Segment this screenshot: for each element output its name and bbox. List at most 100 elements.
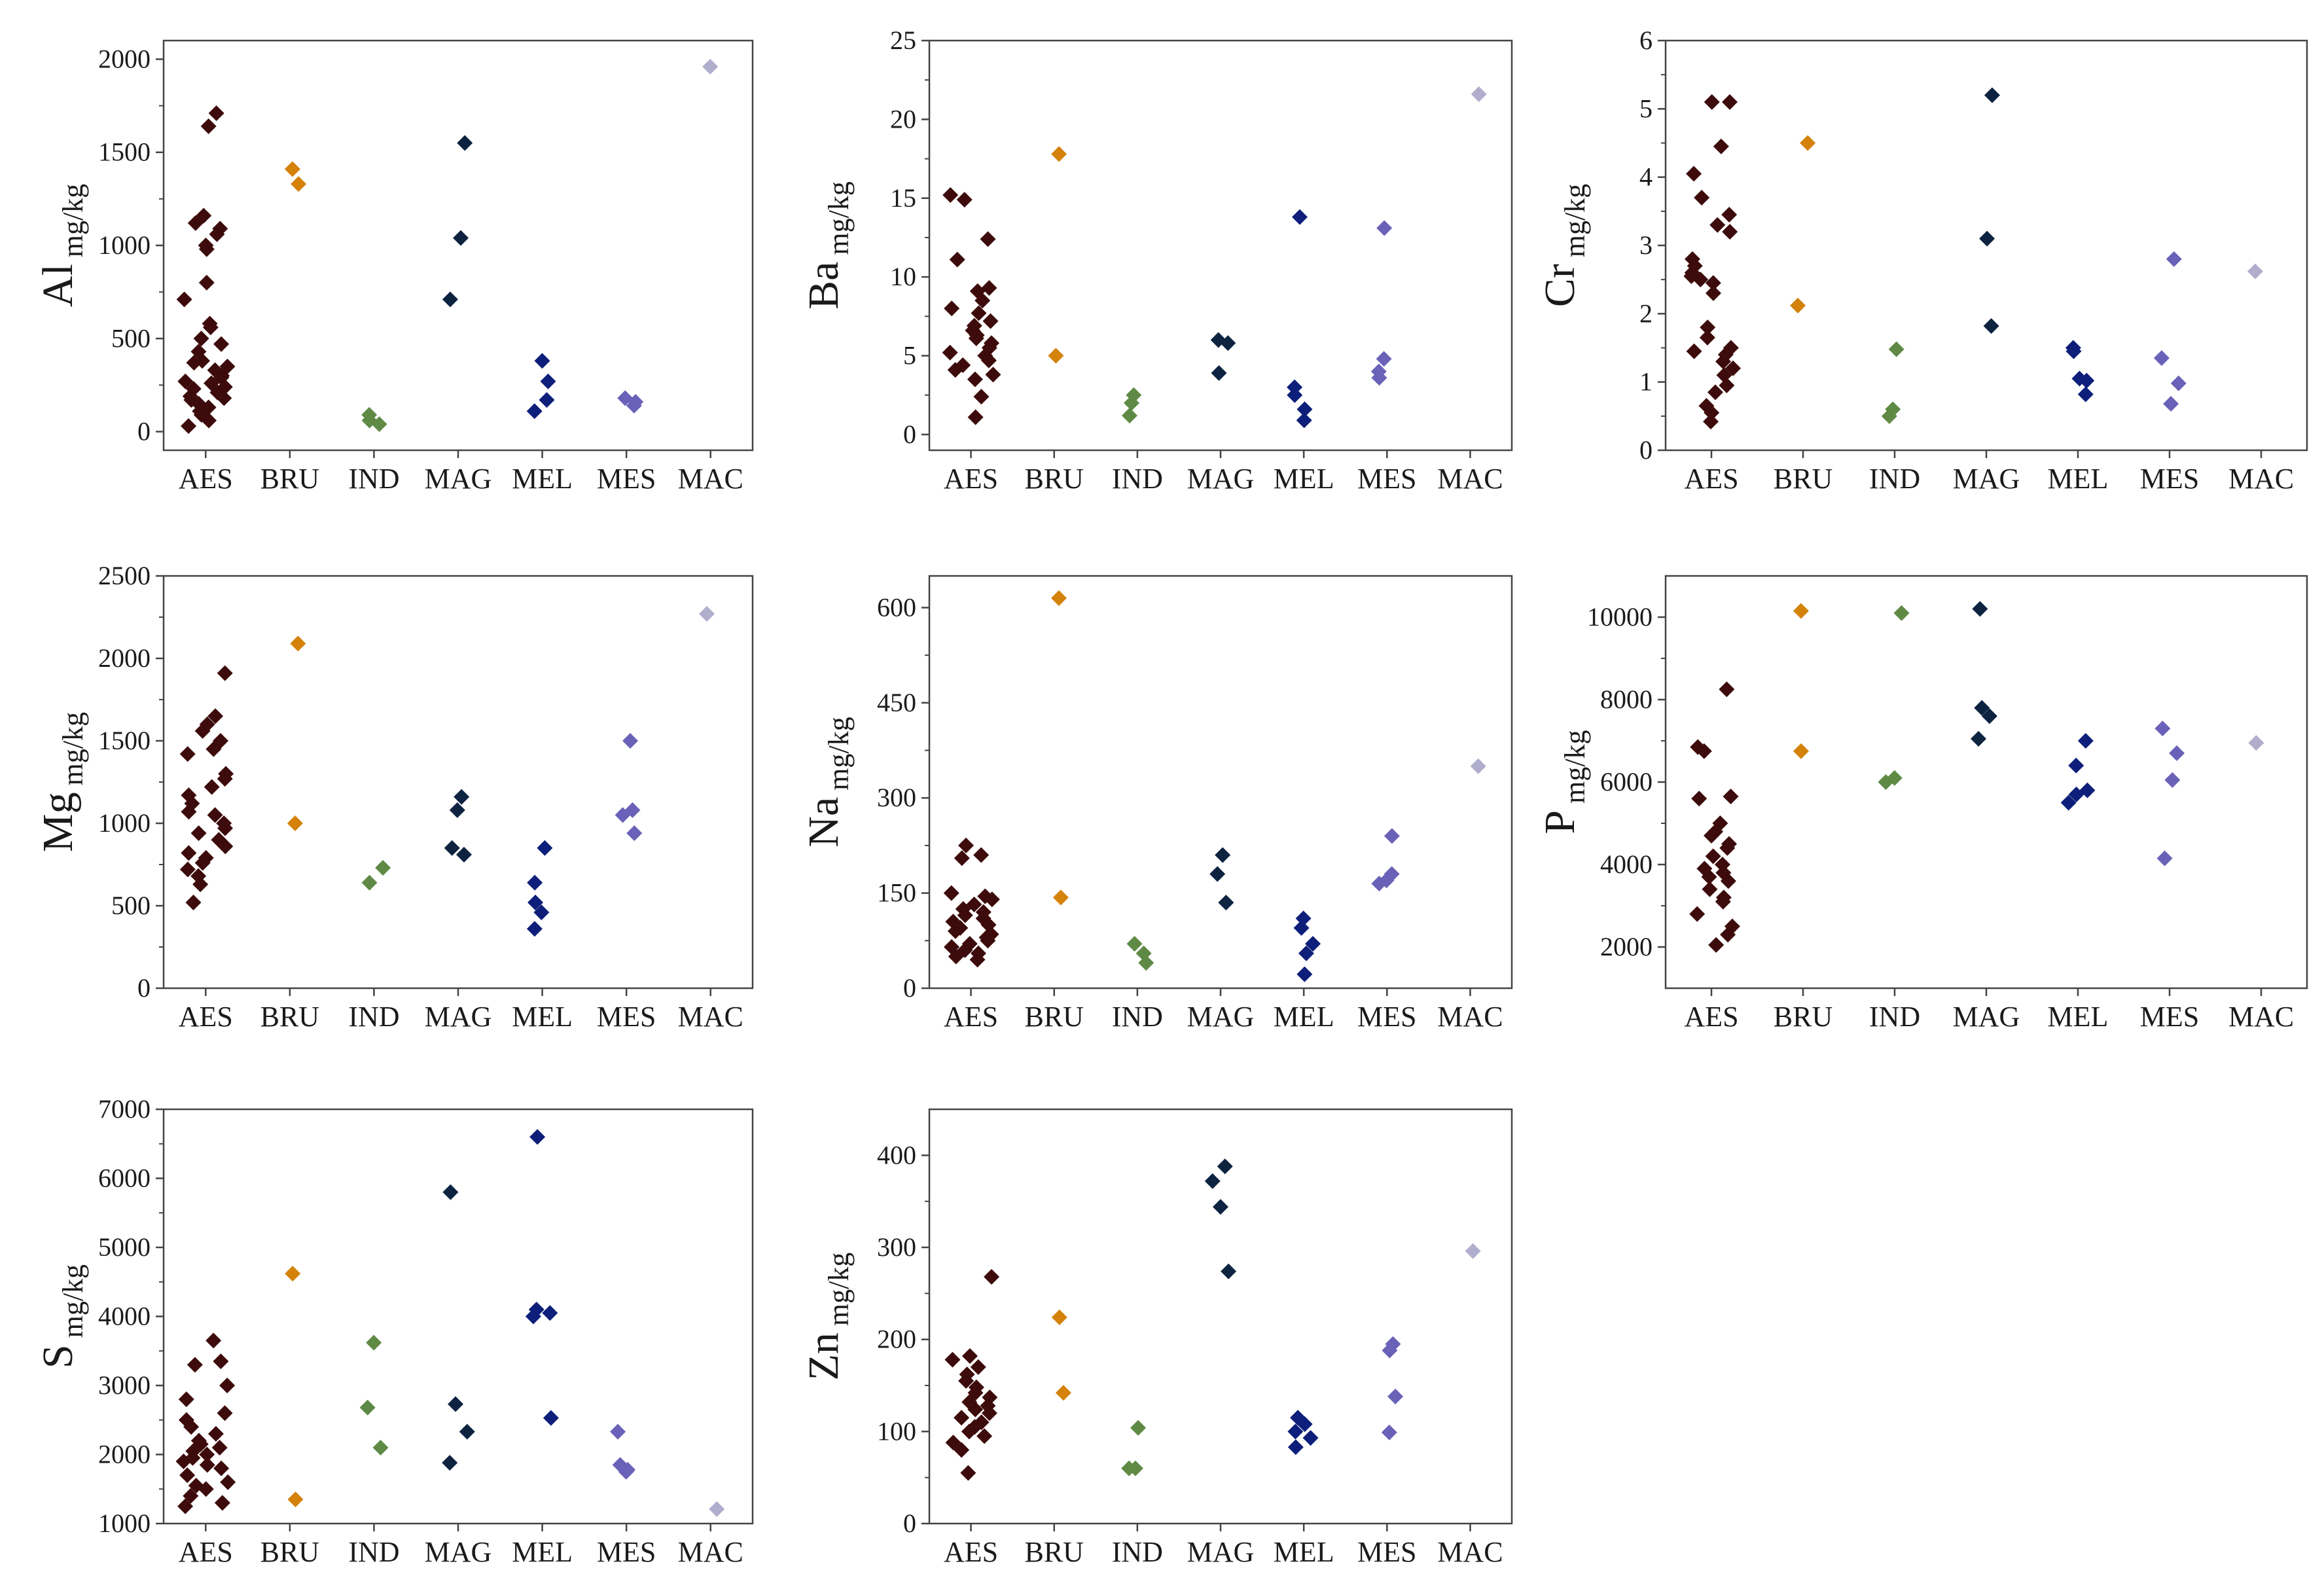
data-point-aes bbox=[179, 746, 196, 762]
data-point-aes bbox=[190, 825, 207, 842]
y-tick-label: 150 bbox=[877, 878, 916, 908]
data-point-aes bbox=[954, 1442, 970, 1458]
y-tick-label: 25 bbox=[890, 26, 916, 55]
data-point-aes bbox=[984, 891, 1000, 908]
y-axis-unit: mg/kg bbox=[823, 1253, 855, 1326]
y-tick-label: 0 bbox=[903, 973, 916, 1003]
data-point-aes bbox=[1720, 873, 1736, 889]
data-point-aes bbox=[187, 215, 204, 231]
data-point-aes bbox=[1704, 827, 1720, 844]
data-point-mel bbox=[2077, 386, 2094, 402]
x-category-label: MEL bbox=[512, 1536, 573, 1568]
y-tick-label: 400 bbox=[877, 1140, 916, 1169]
y-tick-label: 8000 bbox=[1600, 685, 1653, 714]
data-point-aes bbox=[1701, 868, 1717, 885]
data-point-bru bbox=[1790, 297, 1806, 313]
plot-frame bbox=[162, 575, 754, 990]
data-point-aes bbox=[985, 366, 1001, 383]
x-category-label: MAC bbox=[678, 1001, 743, 1033]
data-point-aes bbox=[217, 665, 233, 681]
data-point-aes bbox=[194, 723, 211, 739]
data-point-mel bbox=[537, 840, 553, 856]
data-point-mel bbox=[1298, 945, 1314, 961]
data-point-mag bbox=[442, 1184, 459, 1200]
y-axis-label: Cr mg/kg bbox=[1536, 184, 1591, 307]
data-point-aes bbox=[1691, 791, 1707, 807]
data-point-mag bbox=[457, 135, 473, 151]
x-category-label: MAG bbox=[425, 1001, 492, 1033]
x-category-label: MES bbox=[1357, 1001, 1416, 1033]
data-point-mel bbox=[529, 1129, 546, 1145]
data-point-aes bbox=[968, 330, 984, 347]
x-category-label: MES bbox=[1357, 463, 1416, 495]
y-tick-label: 4000 bbox=[98, 1302, 151, 1331]
data-point-mag bbox=[449, 802, 465, 818]
data-point-mag bbox=[1981, 708, 1997, 724]
data-point-aes bbox=[194, 855, 211, 871]
data-point-aes bbox=[219, 1378, 236, 1393]
data-point-ind bbox=[1130, 1419, 1147, 1436]
data-point-mel bbox=[527, 874, 543, 891]
x-category-label: IND bbox=[1869, 1001, 1920, 1033]
x-category-label: MAG bbox=[1187, 1001, 1255, 1033]
x-category-label: MAC bbox=[2228, 463, 2294, 495]
panel-na: 0 150 300 450 600 AES BRU IND MAG MEL MES MAC Na mg/k… bbox=[800, 575, 1513, 1033]
data-point-mes bbox=[2164, 772, 2181, 788]
data-point-mag bbox=[456, 846, 472, 863]
data-point-aes bbox=[198, 1481, 214, 1497]
data-point-mel bbox=[527, 894, 543, 910]
data-point-aes bbox=[1723, 789, 1739, 805]
data-point-bru bbox=[1800, 135, 1816, 151]
data-point-mag bbox=[1215, 847, 1231, 863]
data-point-aes bbox=[1689, 906, 1706, 922]
data-point-aes bbox=[192, 876, 209, 893]
plot-frame bbox=[162, 39, 754, 452]
data-point-aes bbox=[207, 1425, 224, 1442]
x-category-label: BRU bbox=[1024, 1001, 1083, 1033]
data-point-aes bbox=[1720, 927, 1736, 943]
x-category-label: MEL bbox=[512, 1001, 573, 1033]
data-point-aes bbox=[973, 847, 990, 863]
data-point-mac bbox=[699, 605, 715, 622]
data-point-ind bbox=[1893, 605, 1910, 621]
data-point-mag bbox=[1204, 1173, 1221, 1189]
y-tick-label: 4 bbox=[1639, 162, 1653, 192]
data-point-aes bbox=[970, 1359, 986, 1375]
data-point-aes bbox=[947, 362, 963, 378]
data-point-aes bbox=[1719, 681, 1735, 698]
data-point-ind bbox=[1881, 408, 1897, 424]
data-point-mel bbox=[2060, 794, 2077, 811]
y-axis-label: Na mg/kg bbox=[800, 717, 855, 847]
x-category-label: MEL bbox=[1274, 1001, 1334, 1033]
x-category-label: MAC bbox=[1437, 463, 1503, 495]
x-category-label: IND bbox=[348, 1536, 399, 1568]
data-point-aes bbox=[956, 192, 973, 208]
data-point-mac bbox=[1470, 758, 1486, 774]
x-category-label: MAG bbox=[425, 1536, 492, 1568]
data-point-aes bbox=[1699, 329, 1715, 346]
x-category-label: MAG bbox=[1187, 463, 1255, 495]
y-tick-label: 1000 bbox=[98, 1509, 151, 1538]
data-point-aes bbox=[967, 409, 984, 425]
y-tick-label: 0 bbox=[1639, 435, 1653, 465]
data-point-aes bbox=[981, 1405, 997, 1421]
data-point-aes bbox=[217, 838, 234, 855]
data-point-aes bbox=[961, 1348, 978, 1364]
y-tick-label: 2000 bbox=[98, 1440, 151, 1469]
data-point-aes bbox=[198, 241, 215, 257]
data-point-mes bbox=[2166, 251, 2182, 267]
data-point-mel bbox=[2065, 343, 2082, 359]
data-point-aes bbox=[177, 1498, 194, 1514]
y-tick-label: 0 bbox=[137, 973, 151, 1003]
y-tick-label: 500 bbox=[111, 323, 151, 353]
x-category-label: AES bbox=[944, 463, 998, 495]
data-point-aes bbox=[1722, 94, 1738, 110]
x-category-label: BRU bbox=[260, 1001, 319, 1033]
data-point-mel bbox=[1287, 1423, 1304, 1440]
data-point-aes bbox=[944, 1351, 961, 1368]
x-category-label: BRU bbox=[1774, 463, 1832, 495]
y-tick-label: 3000 bbox=[98, 1370, 151, 1400]
data-point-mag bbox=[1218, 895, 1234, 911]
data-point-aes bbox=[943, 885, 959, 901]
data-point-bru bbox=[291, 176, 307, 192]
